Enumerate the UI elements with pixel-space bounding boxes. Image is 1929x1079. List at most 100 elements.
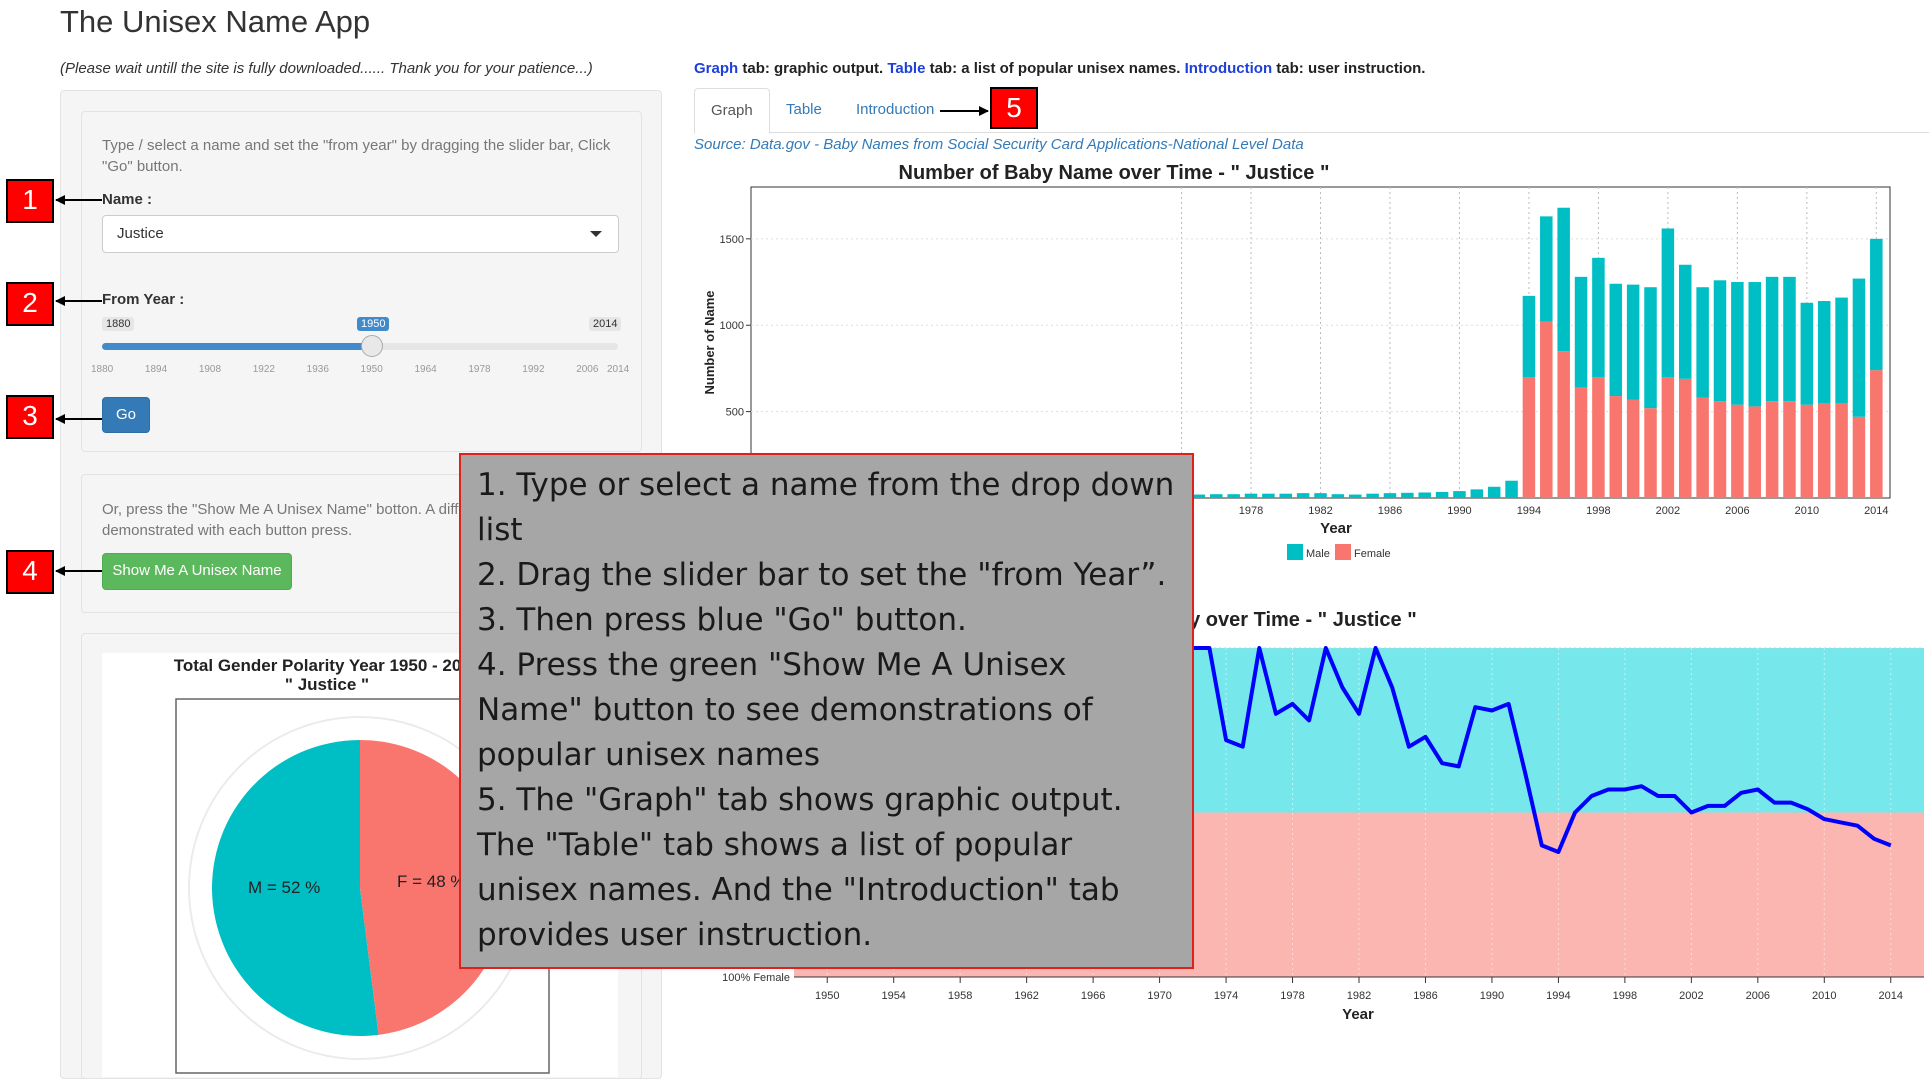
pie-title-line2: " Justice " xyxy=(284,675,370,694)
bar-male xyxy=(1557,207,1570,352)
introduction-word: Introduction xyxy=(1184,60,1273,77)
bar-female xyxy=(1644,408,1657,498)
bar-y-tick-label: 500 xyxy=(726,407,744,419)
bar-x-tick-label: 2010 xyxy=(1795,505,1819,517)
table-word: Table xyxy=(887,60,926,77)
slider-tick-label: 1922 xyxy=(252,364,275,375)
bar-female xyxy=(1661,377,1675,498)
line-x-tick-label: 1950 xyxy=(815,990,839,1002)
name-year-help: Type / select a name and set the "from y… xyxy=(102,137,611,175)
slider-tick-label: 1964 xyxy=(414,364,437,375)
go-button[interactable]: Go xyxy=(102,397,150,433)
pie-label-female: F = 48 % xyxy=(397,872,466,891)
bar-male xyxy=(1592,257,1605,378)
bar-female xyxy=(1817,402,1831,498)
instruction-overlay: 1. Type or select a name from the drop d… xyxy=(459,453,1194,969)
line-x-tick-label: 1998 xyxy=(1613,990,1637,1002)
bar-x-axis-label: Year xyxy=(1320,520,1352,537)
instruction-line-5: 5. The "Graph" tab shows graphic output.… xyxy=(477,782,1123,953)
bar-female xyxy=(1609,396,1623,498)
bar-male xyxy=(1418,492,1431,498)
show-unisex-name-button[interactable]: Show Me A Unisex Name xyxy=(102,553,292,590)
instruction-line-3: 3. Then press blue "Go" button. xyxy=(477,602,967,638)
bar-x-tick-label: 1986 xyxy=(1378,505,1402,517)
bar-female xyxy=(1522,377,1536,498)
bar-male xyxy=(1800,302,1814,405)
bar-male xyxy=(1574,276,1588,388)
line-x-tick-label: 1994 xyxy=(1546,990,1570,1002)
baby-name-bar-chart: Number of Baby Name over Time - " Justic… xyxy=(702,162,1891,560)
line-x-axis-label: Year xyxy=(1342,1006,1374,1023)
line-y-tick-label: 100% Female xyxy=(722,972,790,984)
year-slider-fill xyxy=(102,343,372,350)
line-x-tick-label: 1978 xyxy=(1280,990,1304,1002)
bar-female xyxy=(1679,378,1692,498)
bar-male xyxy=(1192,494,1206,498)
instruction-line-2: 2. Drag the slider bar to set the "from … xyxy=(477,557,1167,593)
bar-male xyxy=(1835,297,1848,403)
bar-x-tick-label: 1982 xyxy=(1308,505,1332,517)
bar-y-tick-label: 1000 xyxy=(720,320,744,332)
line-x-tick-label: 1970 xyxy=(1147,990,1171,1002)
bar-male xyxy=(1870,238,1883,371)
bar-male xyxy=(1679,264,1692,379)
tab-bar xyxy=(694,88,1929,133)
slider-tick-label: 1978 xyxy=(468,364,491,375)
bar-female xyxy=(1800,404,1814,498)
pie-label-male: M = 52 % xyxy=(248,878,320,897)
line-x-tick-label: 2006 xyxy=(1746,990,1770,1002)
app-title: The Unisex Name App xyxy=(60,4,371,39)
bar-female xyxy=(1748,406,1761,498)
bar-male xyxy=(1331,494,1345,498)
bar-female xyxy=(1870,370,1883,498)
bar-male xyxy=(1713,280,1727,402)
slider-value-label: 1950 xyxy=(357,317,390,331)
step-marker-4: 4 xyxy=(6,550,54,594)
line-x-tick-label: 1986 xyxy=(1413,990,1437,1002)
tab-description: Graph tab: graphic output. Table tab: a … xyxy=(694,60,1425,77)
tab-table[interactable]: Table xyxy=(786,101,822,118)
bar-male xyxy=(1505,480,1518,498)
bar-male xyxy=(1540,216,1553,322)
bar-x-tick-label: 2006 xyxy=(1725,505,1749,517)
year-slider-handle[interactable] xyxy=(360,335,383,357)
pie-slice-male xyxy=(212,740,379,1036)
line-x-tick-label: 1982 xyxy=(1347,990,1371,1002)
bar-male xyxy=(1470,489,1484,498)
step-marker-5: 5 xyxy=(990,87,1038,129)
bar-male xyxy=(1696,287,1709,398)
bar-female xyxy=(1696,397,1709,498)
data-source: Source: Data.gov - Baby Names from Socia… xyxy=(694,136,1304,153)
chevron-down-icon[interactable] xyxy=(590,231,602,237)
step-marker-3: 3 xyxy=(6,395,54,439)
line-x-tick-label: 1974 xyxy=(1214,990,1238,1002)
bar-female xyxy=(1574,387,1588,498)
legend-female-swatch xyxy=(1335,544,1351,560)
bar-male xyxy=(1783,276,1796,402)
instruction-line-4: 4. Press the green "Show Me A Unisex Nam… xyxy=(477,647,1093,773)
bar-male xyxy=(1644,287,1657,409)
bar-male xyxy=(1852,278,1866,417)
bar-female xyxy=(1540,321,1553,498)
legend-male-swatch xyxy=(1287,544,1303,560)
line-x-tick-label: 2002 xyxy=(1679,990,1703,1002)
name-year-well xyxy=(81,111,642,452)
bar-male xyxy=(1626,284,1640,400)
bar-x-tick-label: 1994 xyxy=(1517,505,1541,517)
tab-introduction[interactable]: Introduction xyxy=(856,101,935,118)
bar-x-tick-label: 2002 xyxy=(1656,505,1680,517)
intro-part1: tab: graphic output. xyxy=(738,60,888,77)
line-x-tick-label: 1958 xyxy=(948,990,972,1002)
bar-female xyxy=(1835,402,1848,498)
legend-female-label: Female xyxy=(1354,548,1391,560)
tab-graph[interactable]: Graph xyxy=(694,88,770,134)
slider-tick-label: 2006 xyxy=(576,364,599,375)
bar-female xyxy=(1765,401,1779,498)
bar-male xyxy=(1296,493,1310,498)
intro-part3: tab: user instruction. xyxy=(1272,60,1426,77)
slider-tick-label: 1880 xyxy=(91,364,114,375)
bar-male xyxy=(1748,282,1761,407)
bar-male xyxy=(1435,491,1449,498)
bar-male xyxy=(1661,228,1675,378)
name-select[interactable]: Justice xyxy=(102,215,619,253)
